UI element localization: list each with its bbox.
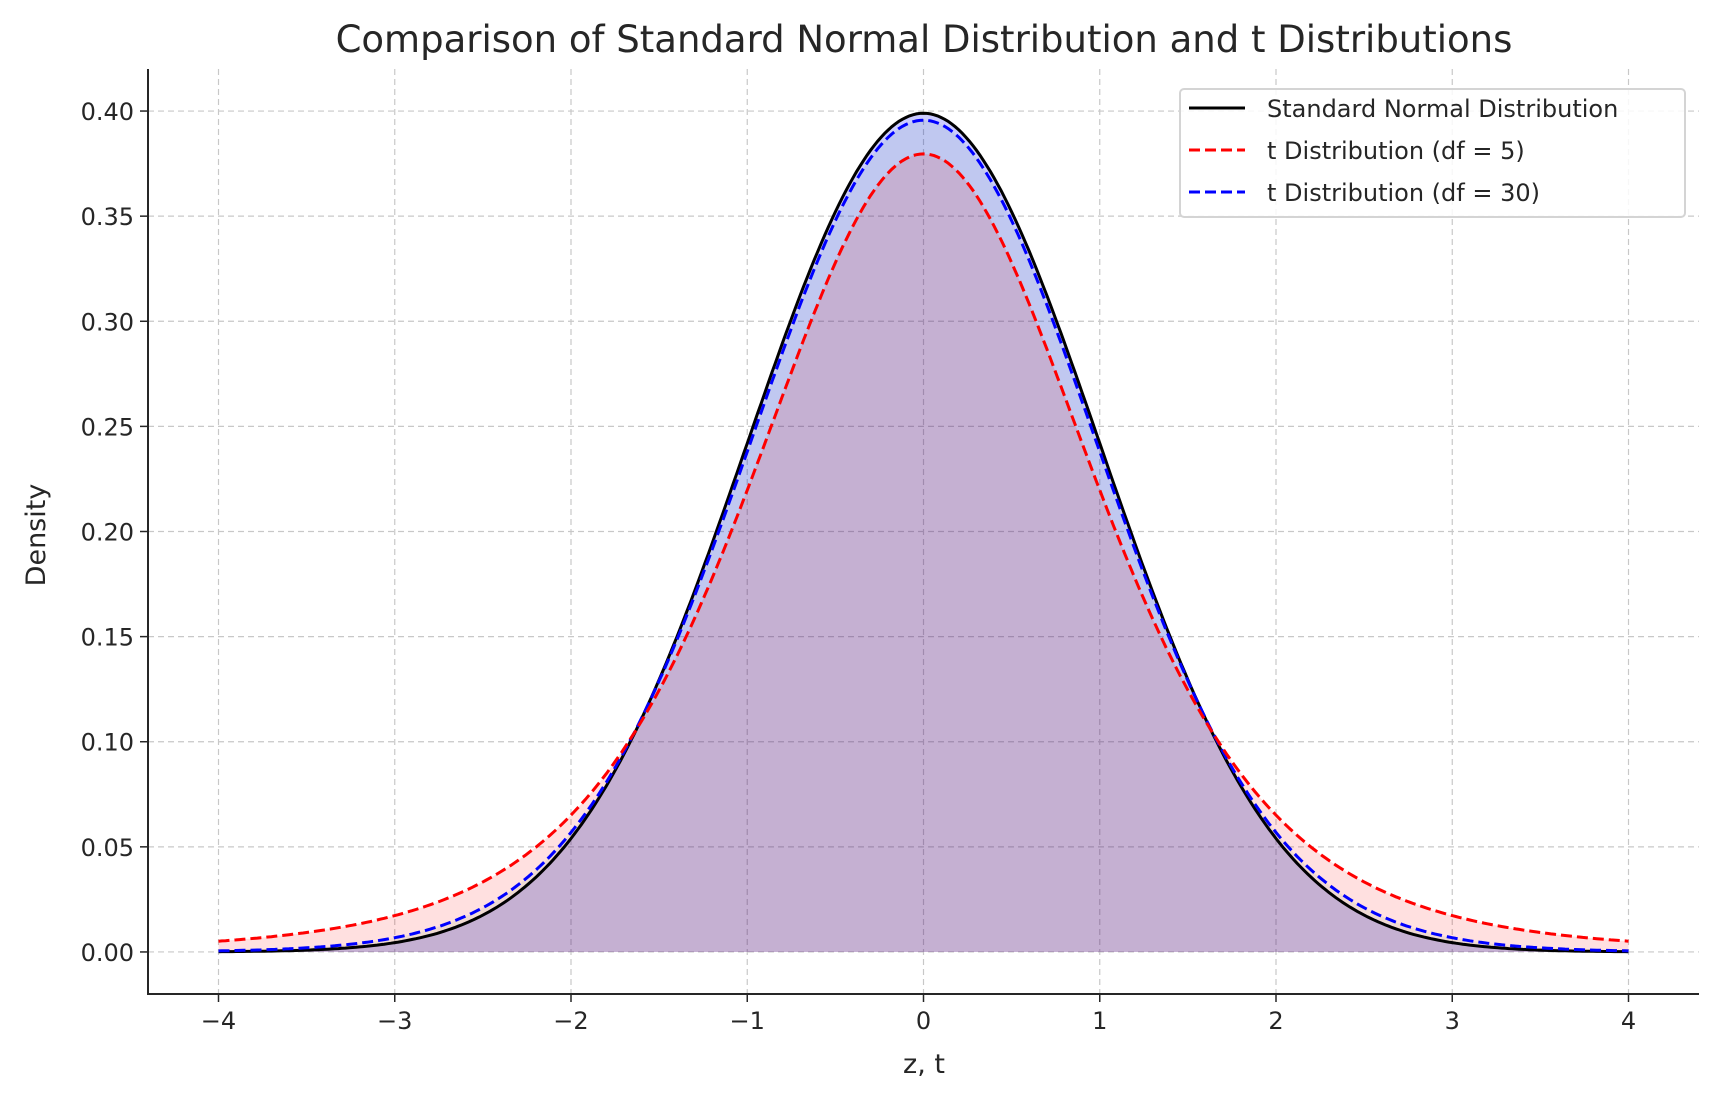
x-tick-label: −1 xyxy=(730,1007,765,1035)
x-tick-label: −4 xyxy=(201,1007,236,1035)
y-tick-label: 0.00 xyxy=(81,939,134,967)
x-tick-label: 1 xyxy=(1092,1007,1107,1035)
legend-box xyxy=(1179,88,1686,218)
x-axis-label: z, t xyxy=(903,1049,945,1080)
area-fill xyxy=(218,153,1629,952)
ticks: −4 −3 −2 −1 0 1 2 3 4 0.00 0.05 0.10 0.15 0.20 0.25 0.3… xyxy=(81,98,1637,1035)
legend-label: t Distribution (df = 30) xyxy=(1267,179,1540,207)
y-tick-label: 0.20 xyxy=(81,519,134,547)
x-tick-label: 0 xyxy=(916,1007,931,1035)
legend: Standard Normal Distribution t Distributi… xyxy=(1179,88,1686,218)
x-tick-label: −2 xyxy=(553,1007,588,1035)
legend-label: t Distribution (df = 5) xyxy=(1267,137,1525,165)
fills xyxy=(218,113,1629,952)
x-tick-label: 4 xyxy=(1621,1007,1636,1035)
y-tick-label: 0.30 xyxy=(81,308,134,336)
series-line xyxy=(218,118,1629,953)
y-axis-label: Density xyxy=(21,484,52,587)
y-tick-label: 0.05 xyxy=(81,834,134,862)
grid xyxy=(148,69,1699,994)
y-tick-label: 0.15 xyxy=(81,624,134,652)
y-tick-label: 0.40 xyxy=(81,98,134,126)
series-line xyxy=(218,111,1629,954)
area-fill xyxy=(218,120,1629,952)
y-tick-label: 0.10 xyxy=(81,729,134,757)
x-tick-label: 3 xyxy=(1445,1007,1460,1035)
y-tick-label: 0.25 xyxy=(81,413,134,441)
x-tick-label: 2 xyxy=(1268,1007,1283,1035)
legend-label: Standard Normal Distribution xyxy=(1267,95,1618,123)
chart-title: Comparison of Standard Normal Distributi… xyxy=(336,18,1513,61)
series-line xyxy=(218,152,1629,943)
lines xyxy=(218,111,1629,954)
y-tick-label: 0.35 xyxy=(81,203,134,231)
area-fill xyxy=(218,113,1629,952)
x-tick-label: −3 xyxy=(377,1007,412,1035)
